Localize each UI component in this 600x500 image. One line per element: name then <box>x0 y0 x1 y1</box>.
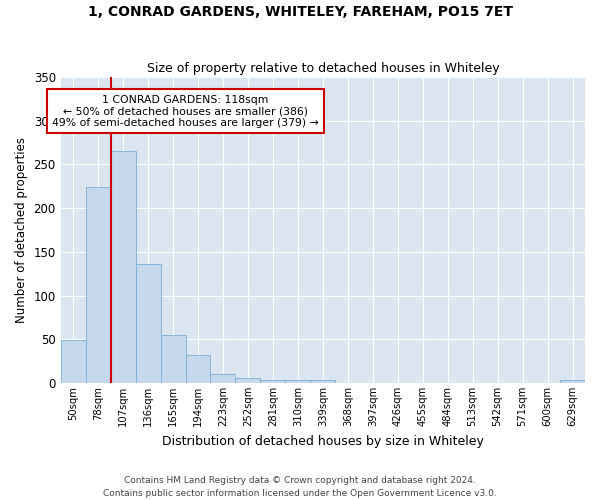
Bar <box>211 374 235 383</box>
Title: Size of property relative to detached houses in Whiteley: Size of property relative to detached ho… <box>146 62 499 74</box>
Bar <box>310 380 335 383</box>
Bar <box>286 380 310 383</box>
Bar <box>560 380 585 383</box>
Bar <box>260 380 286 383</box>
Bar <box>110 152 136 383</box>
Bar <box>86 187 110 383</box>
Bar <box>161 335 185 383</box>
Bar <box>185 355 211 383</box>
Text: Contains HM Land Registry data © Crown copyright and database right 2024.
Contai: Contains HM Land Registry data © Crown c… <box>103 476 497 498</box>
Text: 1, CONRAD GARDENS, WHITELEY, FAREHAM, PO15 7ET: 1, CONRAD GARDENS, WHITELEY, FAREHAM, PO… <box>88 5 512 19</box>
X-axis label: Distribution of detached houses by size in Whiteley: Distribution of detached houses by size … <box>162 434 484 448</box>
Bar <box>136 264 161 383</box>
Text: 1 CONRAD GARDENS: 118sqm
← 50% of detached houses are smaller (386)
49% of semi-: 1 CONRAD GARDENS: 118sqm ← 50% of detach… <box>52 94 319 128</box>
Bar <box>61 340 86 383</box>
Bar <box>235 378 260 383</box>
Y-axis label: Number of detached properties: Number of detached properties <box>15 137 28 323</box>
